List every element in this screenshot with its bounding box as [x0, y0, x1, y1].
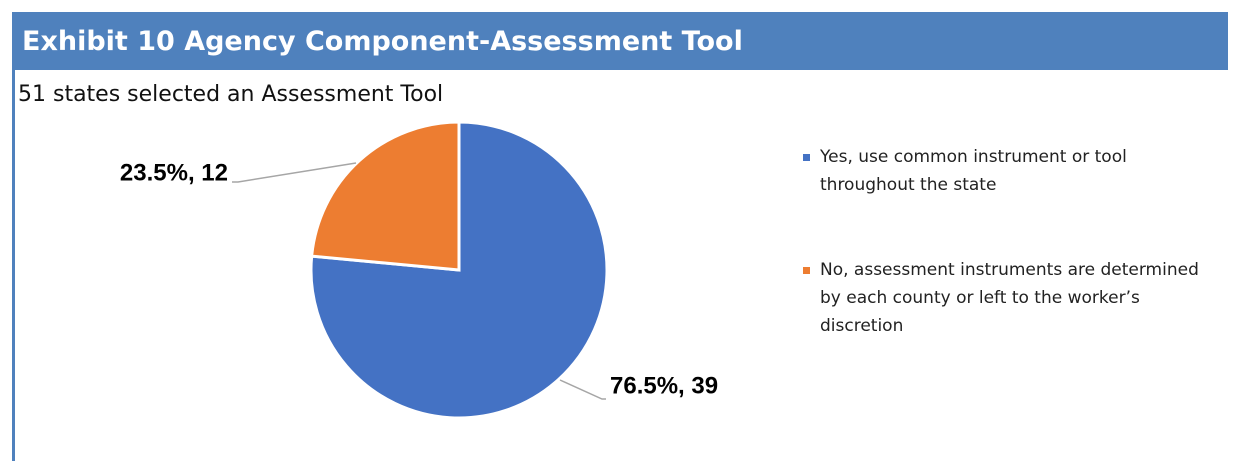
- leader-line: [559, 379, 606, 400]
- legend-swatch: [803, 154, 810, 161]
- legend-label: No, assessment instruments are determine…: [820, 260, 1199, 336]
- data-label: 76.5%, 39: [610, 372, 718, 399]
- border: [12, 70, 15, 461]
- chart-subtitle: 51 states selected an Assessment Tool: [18, 82, 444, 107]
- legend-swatch: [803, 267, 810, 274]
- leader-line: [232, 162, 357, 183]
- chart-title: Exhibit 10 Agency Component-Assessment T…: [12, 12, 1228, 70]
- data-label: 23.5%, 12: [120, 159, 228, 186]
- legend-label: Yes, use common instrument or tool throu…: [820, 147, 1127, 195]
- legend-item: No, assessment instruments are determine…: [803, 256, 1220, 340]
- pie-slice: [310, 120, 461, 272]
- legend-item: Yes, use common instrument or tool throu…: [803, 143, 1220, 199]
